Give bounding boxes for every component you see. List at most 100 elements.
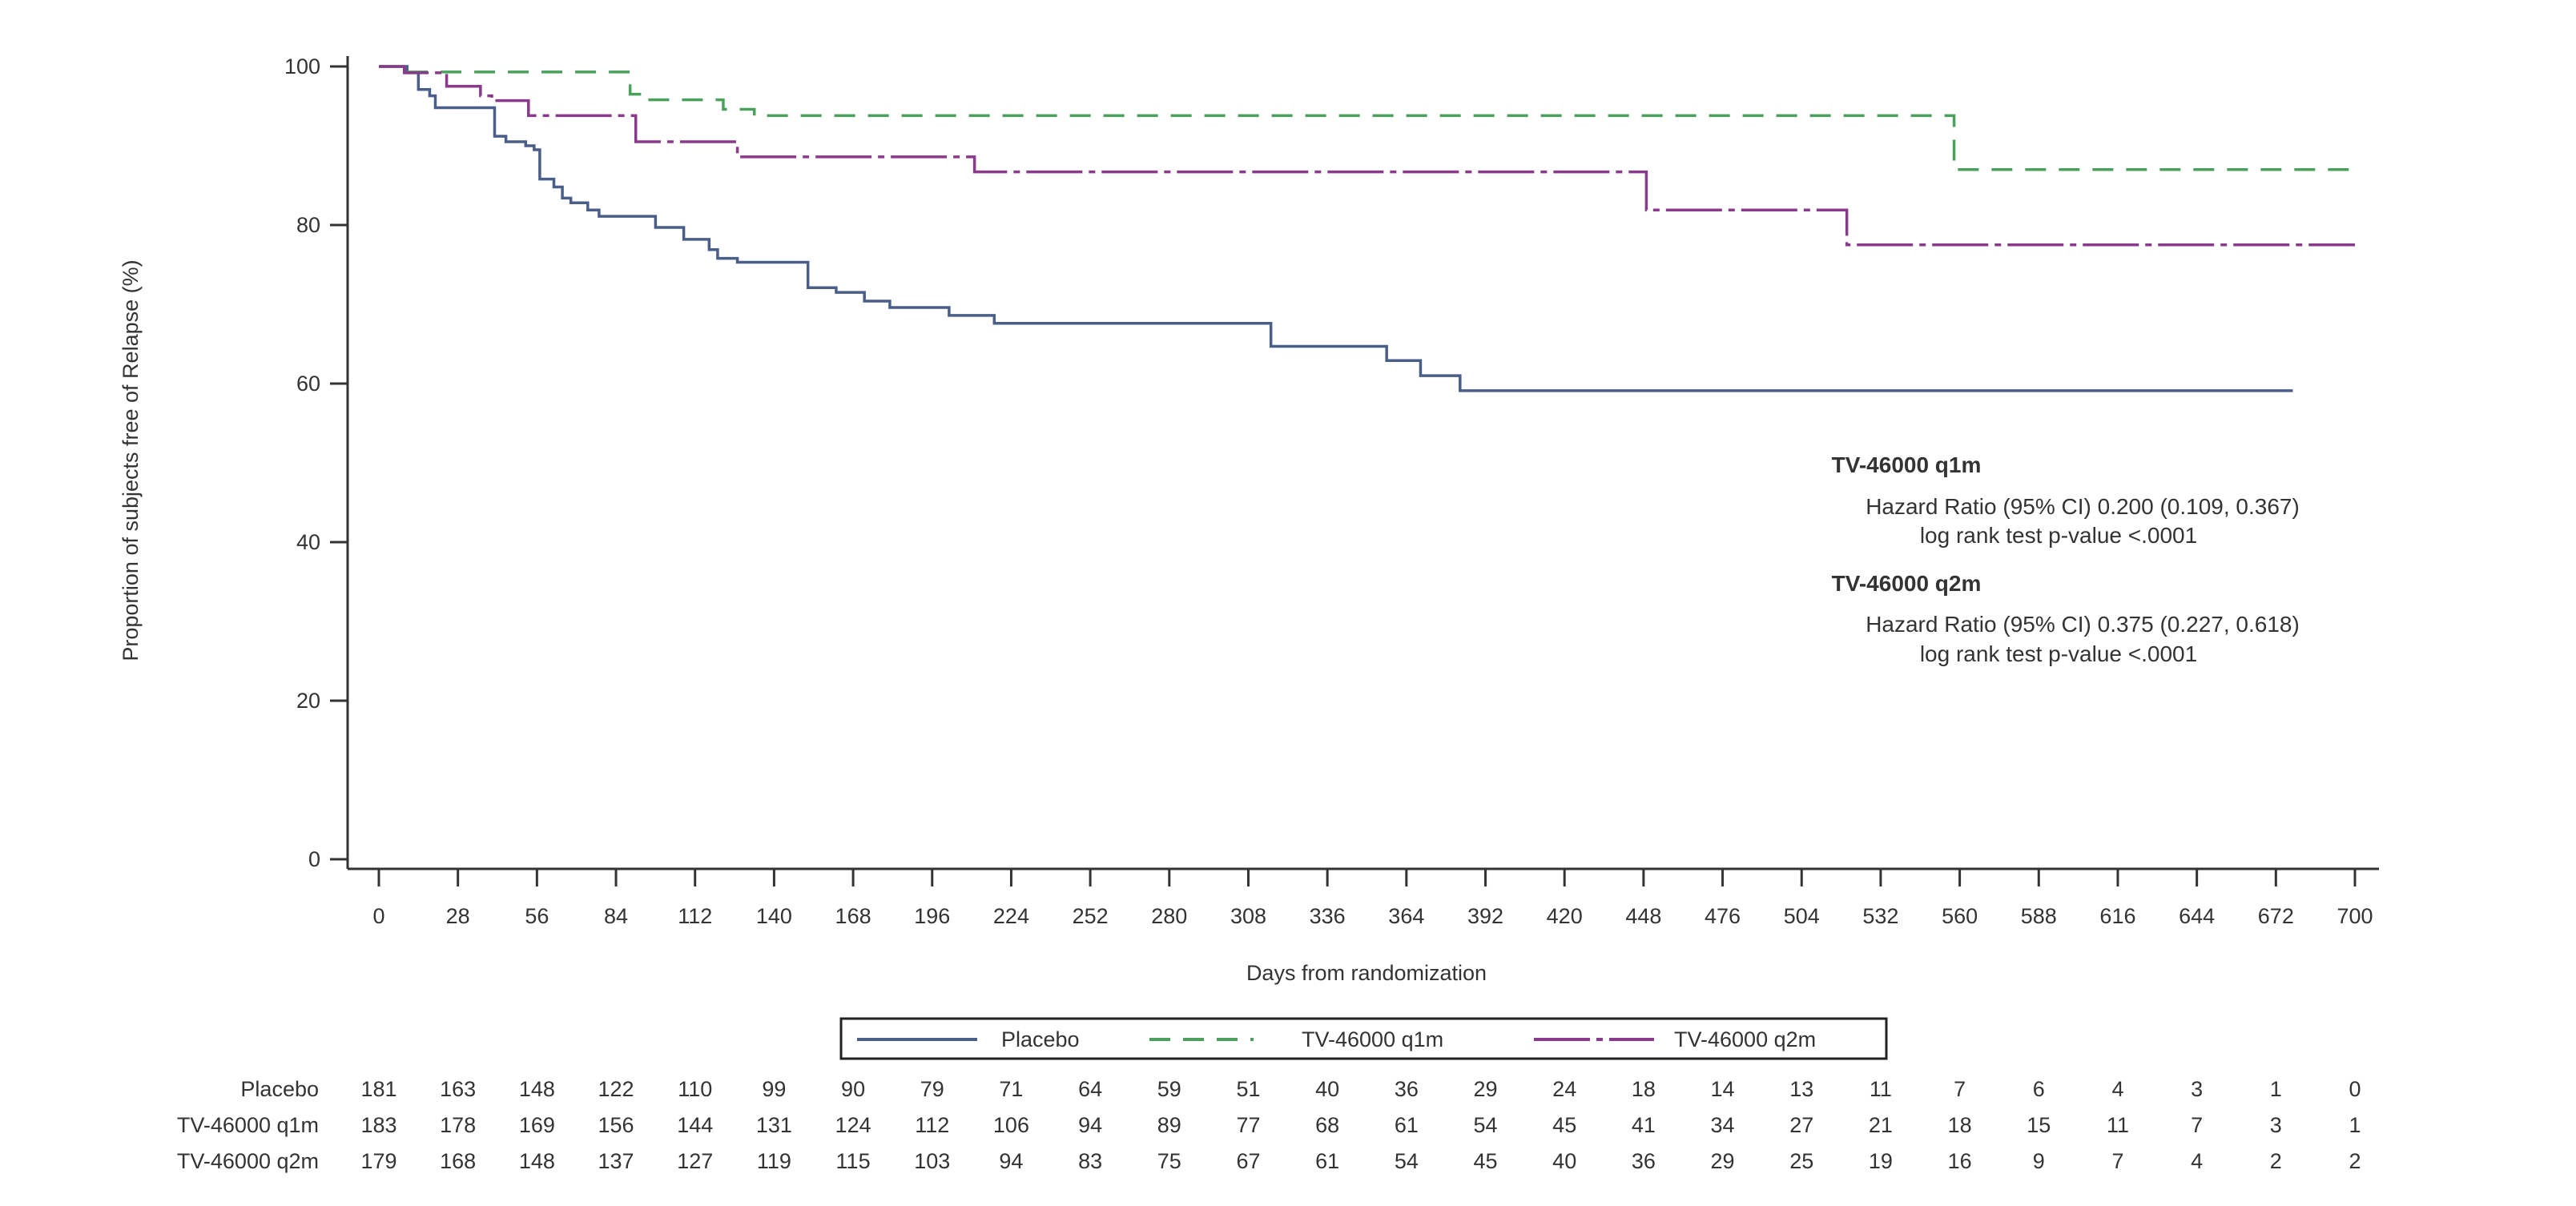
x-tick-label: 392 [1467, 904, 1503, 928]
risk-count: 25 [1789, 1149, 1813, 1173]
annotation-title-q2m: TV-46000 q2m [1832, 571, 1982, 596]
risk-count: 94 [999, 1149, 1023, 1173]
legend: Placebo TV-46000 q1m TV-46000 q2m [839, 1017, 1888, 1060]
legend-label: TV-46000 q2m [1674, 1027, 1816, 1051]
risk-row-label: TV-46000 q1m [177, 1113, 319, 1137]
risk-count: 34 [1711, 1113, 1735, 1137]
risk-count: 79 [920, 1077, 944, 1101]
risk-count: 115 [836, 1149, 871, 1173]
x-tick-label: 588 [2021, 904, 2057, 928]
curve-placebo [379, 65, 2293, 392]
annotation-p-q2m: log rank test p-value <.0001 [1920, 641, 2197, 666]
risk-count: 13 [1789, 1077, 1813, 1101]
risk-count: 11 [1870, 1077, 1892, 1101]
risk-count: 4 [2191, 1149, 2203, 1173]
risk-count: 7 [2191, 1113, 2203, 1137]
risk-count: 179 [360, 1149, 396, 1173]
risk-count: 124 [835, 1113, 871, 1137]
risk-count: 6 [2033, 1077, 2045, 1101]
legend-label: Placebo [1001, 1027, 1080, 1051]
y-tick-label: 40 [296, 530, 320, 554]
risk-count: 103 [914, 1149, 950, 1173]
x-tick-label: 28 [446, 904, 470, 928]
annotation-hr-q2m: Hazard Ratio (95% CI) 0.375 (0.227, 0.61… [1866, 612, 2300, 637]
x-tick-label: 448 [1625, 904, 1661, 928]
y-tick-label: 60 [296, 372, 320, 396]
risk-count: 71 [999, 1077, 1023, 1101]
risk-count: 36 [1395, 1077, 1419, 1101]
axes: 0 20 40 60 80 100 0 28 56 84 112 140 168 196 224 252 280… [284, 54, 2379, 928]
risk-count: 77 [1236, 1113, 1260, 1137]
annotation-p-q1m: log rank test p-value <.0001 [1920, 523, 2197, 548]
risk-count: 99 [762, 1077, 786, 1101]
x-tick-label: 56 [525, 904, 549, 928]
risk-count: 89 [1157, 1113, 1181, 1137]
risk-count: 137 [598, 1149, 634, 1173]
risk-count: 131 [756, 1113, 792, 1137]
risk-count: 144 [677, 1113, 713, 1137]
x-tick-label: 0 [372, 904, 384, 928]
x-tick-label: 280 [1151, 904, 1187, 928]
risk-count: 3 [2270, 1113, 2282, 1137]
risk-count: 11 [2107, 1113, 2129, 1137]
risk-count: 75 [1157, 1149, 1181, 1173]
number-at-risk-table: Placebo 181 163 148 122 110 99 90 79 71 64 59 51 40 36… [177, 1077, 2361, 1173]
risk-count: 112 [915, 1113, 949, 1137]
x-tick-label: 532 [1862, 904, 1898, 928]
risk-count: 36 [1632, 1149, 1656, 1173]
x-tick-label: 196 [914, 904, 950, 928]
risk-count: 4 [2111, 1077, 2123, 1101]
y-tick-label: 80 [296, 213, 320, 237]
risk-count: 119 [757, 1149, 791, 1173]
risk-count: 51 [1236, 1077, 1260, 1101]
risk-count: 1 [2270, 1077, 2282, 1101]
risk-count: 40 [1315, 1077, 1339, 1101]
x-tick-label: 84 [604, 904, 628, 928]
risk-count: 148 [519, 1077, 555, 1101]
x-tick-label: 364 [1388, 904, 1424, 928]
x-tick-label: 644 [2179, 904, 2215, 928]
x-tick-label: 420 [1547, 904, 1583, 928]
x-tick-label: 504 [1784, 904, 1820, 928]
risk-count: 29 [1473, 1077, 1497, 1101]
legend-label: TV-46000 q1m [1302, 1027, 1443, 1051]
risk-count: 83 [1078, 1149, 1102, 1173]
risk-count: 2 [2349, 1149, 2361, 1173]
x-tick-label: 112 [678, 904, 712, 928]
risk-count: 64 [1078, 1077, 1102, 1101]
annotation-hr-q1m: Hazard Ratio (95% CI) 0.200 (0.109, 0.36… [1866, 494, 2300, 519]
risk-count: 163 [440, 1077, 476, 1101]
hazard-ratio-annotations: TV-46000 q1m Hazard Ratio (95% CI) 0.200… [1832, 452, 2300, 666]
risk-count: 178 [440, 1113, 476, 1137]
curve-tv-46000-q2m [379, 65, 2355, 247]
risk-count: 110 [678, 1077, 712, 1101]
risk-count: 27 [1789, 1113, 1813, 1137]
risk-count: 127 [677, 1149, 713, 1173]
risk-count: 61 [1395, 1113, 1419, 1137]
risk-count: 156 [598, 1113, 634, 1137]
risk-count: 1 [2349, 1113, 2361, 1137]
risk-count: 68 [1315, 1113, 1339, 1137]
risk-count: 183 [360, 1113, 396, 1137]
y-tick-label: 100 [284, 54, 320, 78]
risk-count: 24 [1552, 1077, 1576, 1101]
risk-count: 61 [1315, 1149, 1339, 1173]
survival-curves [379, 65, 2355, 392]
risk-count: 14 [1711, 1077, 1735, 1101]
risk-count: 7 [1954, 1077, 1966, 1101]
annotation-title-q1m: TV-46000 q1m [1832, 452, 1982, 477]
curve-tv-46000-q1m [379, 65, 2355, 171]
x-tick-label: 308 [1230, 904, 1266, 928]
risk-count: 45 [1473, 1149, 1497, 1173]
x-tick-label: 168 [835, 904, 871, 928]
risk-count: 15 [2027, 1113, 2051, 1137]
risk-count: 18 [1632, 1077, 1656, 1101]
risk-count: 90 [841, 1077, 865, 1101]
x-tick-label: 476 [1705, 904, 1741, 928]
y-tick-label: 20 [296, 689, 320, 713]
risk-count: 18 [1948, 1113, 1972, 1137]
risk-count: 45 [1552, 1113, 1576, 1137]
x-tick-label: 672 [2258, 904, 2294, 928]
risk-count: 7 [2111, 1149, 2123, 1173]
risk-count: 54 [1473, 1113, 1497, 1137]
